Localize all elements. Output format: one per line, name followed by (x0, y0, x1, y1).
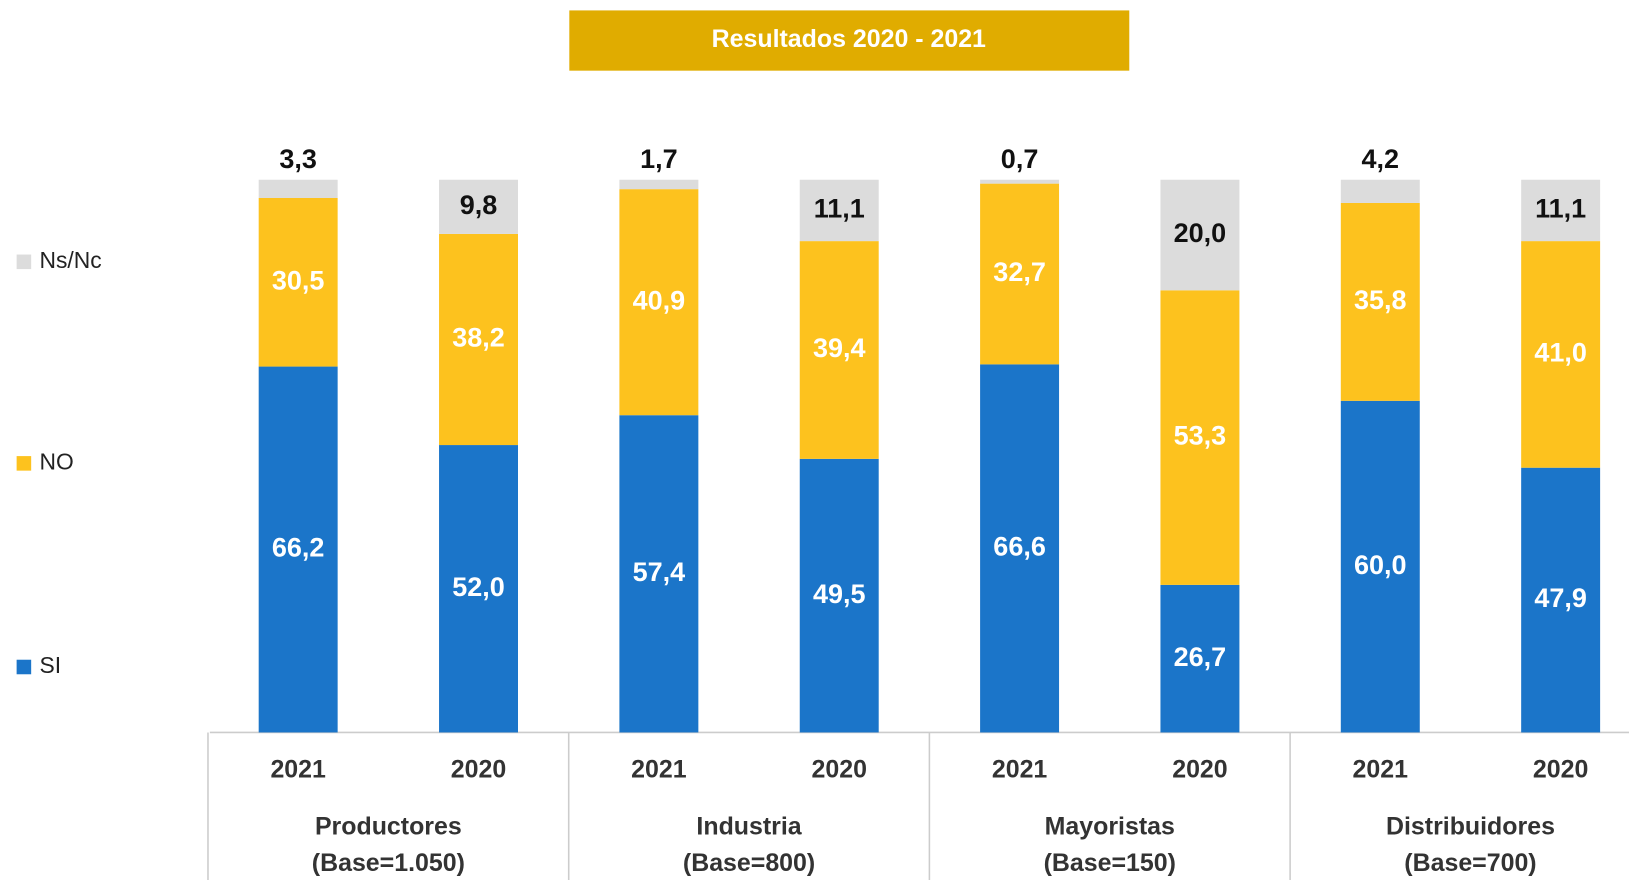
group-base-label: (Base=1.050) (312, 849, 465, 877)
bar-segment (1340, 179, 1420, 203)
value-label: 41,0 (1534, 338, 1587, 368)
bar-segment (799, 179, 879, 242)
value-label: 20,0 (1174, 218, 1227, 248)
value-label: 66,2 (272, 533, 325, 563)
bar-segment (980, 364, 1060, 733)
chart-title: Resultados 2020 - 2021 (712, 25, 986, 53)
group-label: Productores (315, 813, 462, 841)
x-tick-label: 2021 (631, 755, 687, 783)
bar-segment (258, 366, 338, 733)
value-label: 26,7 (1174, 642, 1227, 672)
group-base-label: (Base=700) (1404, 849, 1536, 877)
bar-segment (1340, 202, 1420, 401)
value-label: 4,2 (1362, 144, 1400, 174)
value-label: 53,3 (1174, 421, 1227, 451)
legend-swatch (16, 254, 32, 270)
group-base-label: (Base=800) (683, 849, 815, 877)
x-tick-label: 2021 (1353, 755, 1409, 783)
bar-segment (1521, 467, 1601, 733)
bar-segment (439, 445, 518, 733)
value-label: 11,1 (1535, 194, 1586, 224)
value-label: 66,6 (993, 532, 1046, 562)
bar-segment (799, 458, 879, 733)
value-label: 52,0 (452, 572, 505, 602)
legend-swatch (16, 456, 32, 471)
x-tick-label: 2020 (811, 755, 866, 783)
x-tick-label: 2020 (451, 755, 506, 783)
legend-label: Ns/Nc (39, 247, 101, 273)
value-label: 60,0 (1354, 550, 1407, 580)
bar-segment (1340, 400, 1420, 733)
legend-label: NO (39, 448, 73, 474)
value-label: 47,9 (1534, 583, 1587, 613)
x-tick-label: 2021 (270, 755, 326, 783)
bar-segment (439, 233, 518, 446)
value-label: 38,2 (452, 323, 505, 353)
legend-label: SI (39, 652, 61, 678)
legend-swatch (16, 659, 32, 675)
value-label: 32,7 (993, 257, 1046, 287)
bar-segment (1521, 241, 1601, 468)
title-box (569, 10, 1130, 71)
x-tick-label: 2021 (992, 755, 1048, 783)
value-label: 57,4 (633, 557, 686, 587)
bar-segment (619, 179, 699, 190)
bar-segment (258, 197, 338, 367)
group-label: Industria (696, 813, 802, 841)
value-label: 3,3 (279, 144, 317, 174)
value-label: 9,8 (460, 190, 498, 220)
x-tick-label: 2020 (1172, 755, 1227, 783)
value-label: 39,4 (813, 333, 866, 363)
value-label: 30,5 (272, 265, 325, 295)
bar-segment (980, 179, 1060, 184)
bar-segment (1160, 290, 1240, 585)
group-base-label: (Base=150) (1044, 849, 1176, 877)
value-label: 40,9 (633, 285, 686, 315)
value-label: 1,7 (640, 144, 678, 174)
bar-segment (619, 415, 699, 733)
bar-segment (258, 179, 338, 198)
value-label: 35,8 (1354, 285, 1407, 315)
bar-segment (619, 189, 699, 416)
group-label: Distribuidores (1386, 813, 1555, 841)
value-label: 11,1 (814, 194, 865, 224)
bar-segment (980, 183, 1060, 365)
value-label: 49,5 (813, 579, 866, 609)
value-label: 0,7 (1001, 144, 1039, 174)
x-tick-label: 2020 (1533, 755, 1588, 783)
bar-segment (1521, 179, 1601, 242)
bar-segment (799, 241, 879, 459)
bar-segment (439, 179, 518, 234)
bar-segment (1160, 584, 1240, 733)
group-label: Mayoristas (1045, 813, 1175, 841)
bar-segment (1160, 179, 1240, 291)
